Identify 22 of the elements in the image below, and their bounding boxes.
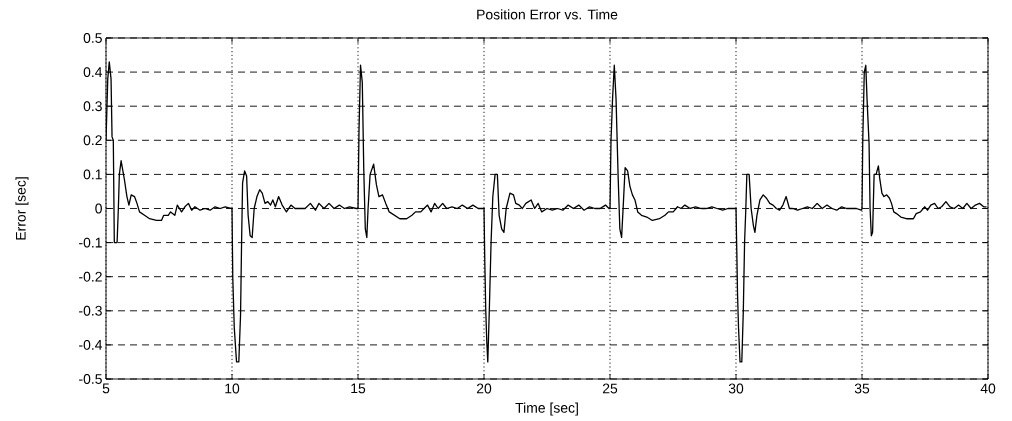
x-tick-label: 25 <box>602 383 618 394</box>
x-tick-label: 35 <box>854 383 870 394</box>
y-tick-label: 0.2 <box>83 135 102 146</box>
y-tick-label: -0.3 <box>79 305 102 316</box>
y-tick-label: -0.5 <box>79 374 102 384</box>
chart-title: Position Error vs. Time <box>477 9 618 20</box>
y-tick-label: -0.2 <box>79 271 102 282</box>
y-tick-label: -0.4 <box>79 339 103 350</box>
x-tick-label: 15 <box>351 383 366 394</box>
x-axis-title: Time [sec] <box>515 402 578 416</box>
x-tick-label: 5 <box>102 383 110 394</box>
y-tick-label: 0 <box>95 203 102 214</box>
x-tick-label: 10 <box>225 383 240 394</box>
y-tick-label: 0.3 <box>83 101 102 112</box>
y-tick-label: 0.1 <box>83 169 102 180</box>
y-axis-title: Error [sec] <box>15 177 29 240</box>
x-tick-label: 30 <box>728 383 744 394</box>
y-tick-label: 0.4 <box>83 67 103 78</box>
y-tick-label: 0.5 <box>83 33 102 43</box>
y-tick-label: -0.1 <box>79 237 102 248</box>
x-tick-label: 40 <box>980 383 996 394</box>
x-tick-label: 20 <box>476 383 492 394</box>
